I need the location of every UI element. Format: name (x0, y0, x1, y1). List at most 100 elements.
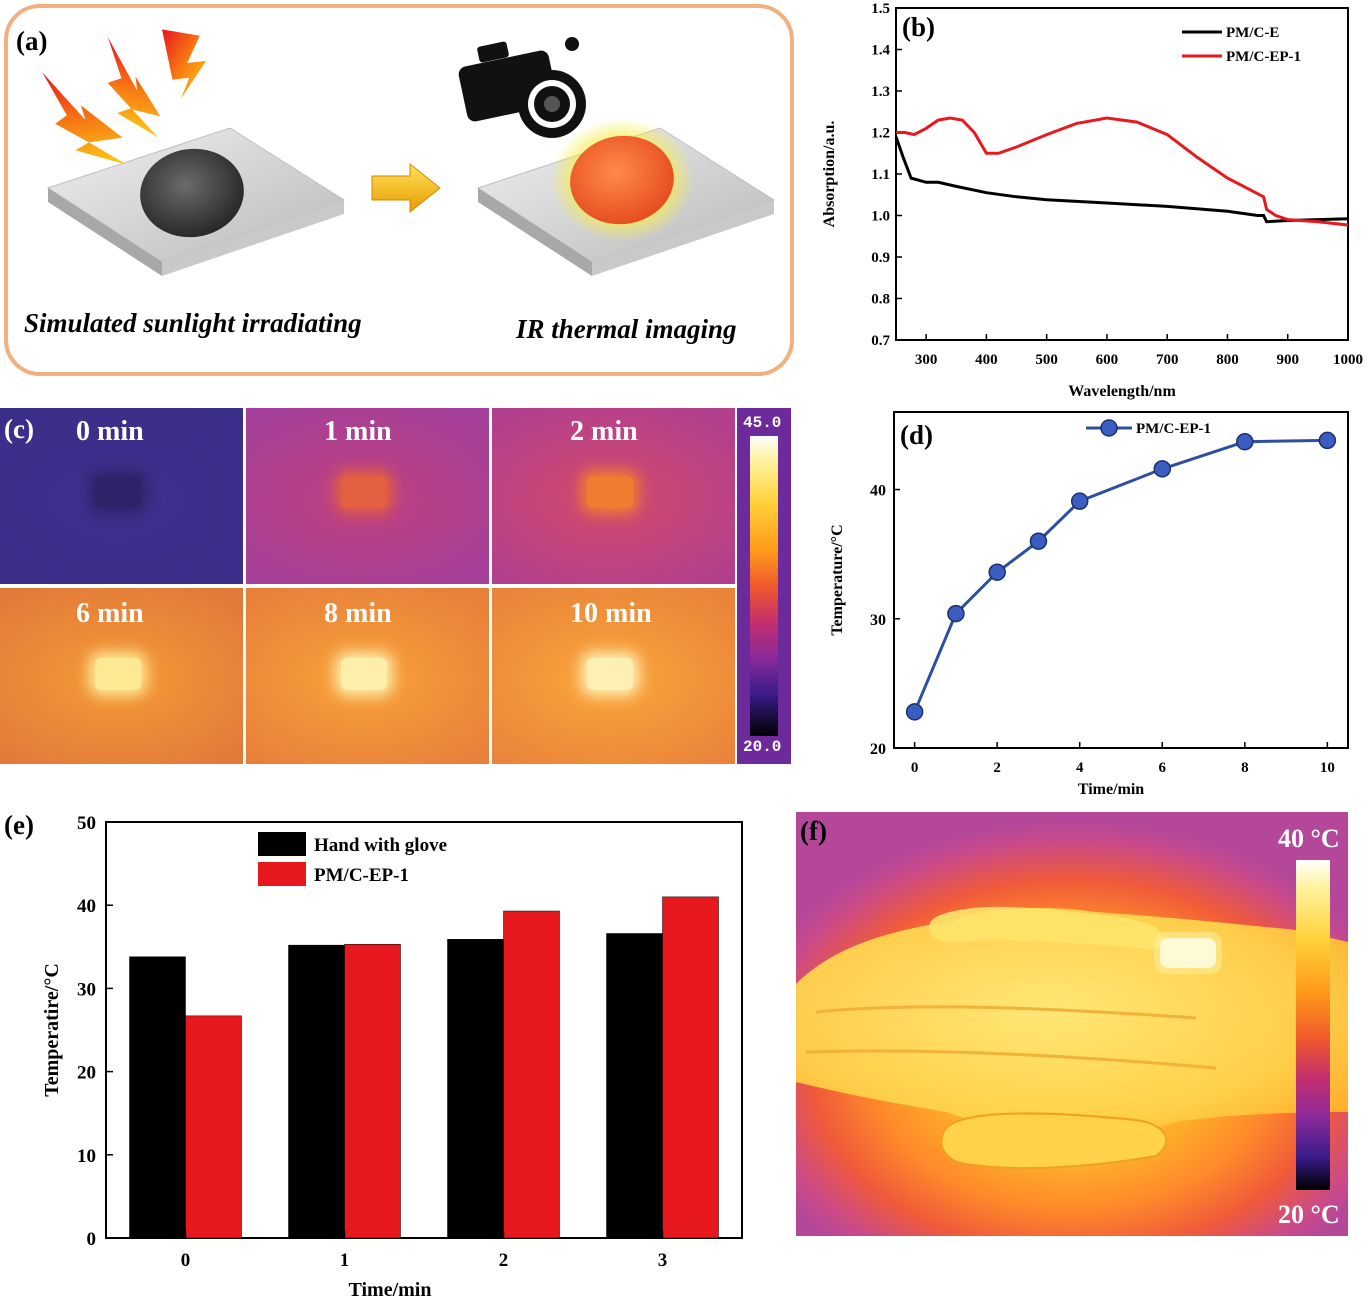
plate-left (46, 127, 346, 276)
thermal-hotspot (587, 476, 633, 508)
legend-label-b-1: PM/C-EP-1 (1226, 49, 1301, 65)
thermal-hotspot (341, 658, 387, 690)
thermal-tile: 1 min (246, 408, 489, 584)
x-tick-label-d: 2 (993, 760, 1001, 776)
x-tick-label-d: 10 (1320, 760, 1335, 776)
panel-a-label: (a) (16, 26, 48, 56)
legend-label-b-0: PM/C-E (1226, 25, 1279, 41)
y-tick-label-b: 0.9 (871, 250, 890, 266)
data-point-d (1318, 431, 1337, 450)
thermal-tile: 10 min (492, 588, 735, 764)
legend-marker-d (1100, 419, 1118, 437)
panel-d-label: (d) (900, 420, 933, 450)
x-axis-label-d: Time/min (1078, 781, 1144, 798)
bar-1-1 (344, 944, 401, 1239)
bar-1-2 (503, 910, 560, 1239)
colorbar-f-min: 20 °C (1278, 1200, 1340, 1229)
plate-right (476, 118, 776, 276)
y-axis-label-e: Temperatire/°C (41, 963, 63, 1097)
bar-0-1 (288, 944, 345, 1239)
panel-f-label: (f) (800, 816, 827, 846)
panel-c: 0 min 1 min 2 min 6 min 8 min 10 min (c) 45.0… (0, 408, 800, 768)
x-tick-label-b: 600 (1096, 352, 1119, 368)
series-line-b-0 (894, 136, 1349, 224)
x-tick-label-d: 6 (1159, 760, 1167, 776)
camera-icon (458, 37, 586, 138)
y-tick-label-b: 0.8 (871, 292, 890, 308)
y-tick-label-b: 1.1 (871, 167, 890, 183)
bar-0-0 (129, 956, 186, 1239)
colorbar-f-max: 40 °C (1278, 824, 1340, 853)
data-point-d (1153, 460, 1172, 478)
y-tick-label-e: 40 (77, 896, 96, 917)
plot-frame-d (893, 411, 1349, 749)
arrow-right-icon (371, 162, 441, 214)
thermal-tile: 0 min (0, 408, 243, 584)
x-tick-label-b: 800 (1216, 352, 1239, 368)
panel-a: (a) Simulated sunlight irradiating IR th… (0, 0, 800, 380)
x-axis-label-b: Wavelength/nm (1068, 383, 1176, 400)
data-point-d (1070, 492, 1089, 510)
legend-label-e-0: Hand with glove (314, 835, 447, 856)
y-tick-label-b: 1.4 (871, 43, 890, 59)
series-line-d (913, 438, 1328, 713)
chart-e: 0 10 20 30 40 50 0 1 2 3 Time/min Temperatire/°C Han… (41, 813, 743, 1301)
data-point-d (1029, 532, 1048, 550)
panel-c-label: (c) (4, 414, 34, 444)
y-tick-label-d: 30 (870, 612, 886, 629)
panel-e-label: (e) (4, 810, 34, 840)
colorbar-c-gradient (750, 436, 778, 736)
caption-left: Simulated sunlight irradiating (24, 308, 362, 338)
bar-1-3 (662, 896, 719, 1239)
y-tick-label-e: 20 (77, 1063, 96, 1084)
x-tick-label-e: 1 (340, 1250, 350, 1271)
thermal-tile-time: 6 min (76, 598, 144, 629)
y-tick-label-e: 50 (77, 813, 96, 834)
x-axis-label-e: Time/min (349, 1279, 432, 1301)
colorbar-c-min: 20.0 (743, 738, 782, 756)
chart-b: 300 400 500 600 700 800 900 1000 0.7 0.8 0.9 1.0 1.1… (821, 1, 1363, 400)
data-point-d (947, 604, 965, 623)
y-tick-label-d: 20 (870, 741, 886, 758)
y-tick-label-e: 10 (77, 1146, 96, 1167)
y-tick-label-b: 1.2 (871, 126, 890, 142)
thermal-tile: 6 min (0, 588, 243, 764)
dark-disk (140, 148, 244, 238)
x-tick-label-d: 4 (1076, 760, 1084, 776)
y-tick-label-b: 1.5 (871, 1, 890, 17)
x-tick-label-b: 700 (1156, 352, 1179, 368)
x-tick-label-b: 500 (1035, 352, 1058, 368)
chart-d: 0 2 4 6 8 10 20 30 40 Time/min Temperature/°C PM/C-… (829, 411, 1349, 798)
panel-b-label: (b) (902, 12, 935, 42)
thermal-tile: 2 min (492, 408, 735, 584)
thermal-hotspot (95, 658, 141, 690)
thermal-tile: 8 min (246, 588, 489, 764)
x-tick-label-b: 300 (915, 352, 938, 368)
x-tick-label-b: 1000 (1333, 352, 1363, 368)
lightning-icon (42, 29, 207, 165)
panel-a-illustration (4, 4, 794, 376)
plot-frame-e (105, 821, 743, 1239)
legend-swatch-e-0 (258, 832, 306, 856)
hot-disk (570, 135, 674, 225)
legend-label-e-1: PM/C-EP-1 (314, 865, 409, 886)
bar-0-3 (606, 933, 663, 1239)
colorbar-c-max: 45.0 (743, 414, 782, 432)
bar-1-0 (185, 1015, 242, 1239)
series-line-b-1 (896, 116, 1349, 227)
thermal-tile-time: 0 min (76, 416, 144, 447)
x-tick-label-b: 400 (975, 352, 998, 368)
data-point-d (1236, 432, 1254, 451)
bar-0-2 (447, 939, 504, 1239)
y-axis-label-d: Temperature/°C (829, 524, 846, 635)
hot-spot (1160, 938, 1216, 968)
y-tick-label-d: 40 (870, 483, 886, 500)
thermal-tile-time: 10 min (570, 598, 652, 629)
y-tick-label-b: 1.3 (871, 84, 890, 100)
thermal-hotspot (95, 476, 141, 508)
x-tick-label-d: 8 (1241, 760, 1249, 776)
colorbar-f-gradient (1296, 860, 1330, 1190)
thermal-hotspot (341, 476, 387, 508)
panel-f (796, 812, 1348, 1236)
legend-swatch-e-1 (258, 862, 306, 886)
